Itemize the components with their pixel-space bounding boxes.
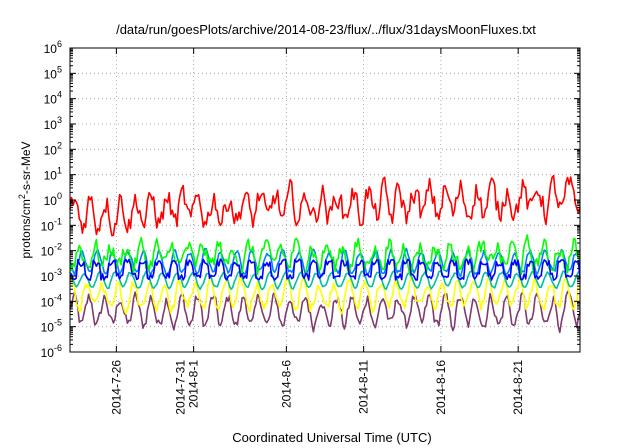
- y-axis-label: protons/cm2-s-sr-MeV: [17, 141, 33, 258]
- chart-title: /data/run/goesPlots/archive/2014-08-23/f…: [116, 22, 536, 37]
- x-tick-label: 2014-8-1: [187, 360, 201, 408]
- y-tick-label: 102: [44, 140, 62, 157]
- x-tick-label: 2014-8-6: [279, 360, 293, 408]
- x-tick-label: 2014-7-31: [174, 360, 188, 415]
- y-tick-label: 10-5: [41, 318, 62, 335]
- series-line: [69, 274, 581, 315]
- y-tick-label: 101: [44, 166, 62, 183]
- ticks: 10-6 10-5 10-4 10-3 10-2 10-1 100 101 102 103 104 1…: [41, 39, 580, 415]
- y-tick-label: 10-2: [41, 242, 62, 259]
- y-tick-label: 104: [44, 90, 62, 107]
- series-line: [69, 234, 581, 280]
- y-tick-label: 106: [44, 39, 62, 56]
- x-axis-label: Coordinated Universal Time (UTC): [232, 430, 431, 445]
- series-line: [69, 174, 581, 237]
- x-tick-label: 2014-8-21: [511, 360, 525, 415]
- y-tick-label: 10-1: [41, 216, 62, 233]
- y-tick-label: 10-6: [41, 343, 62, 360]
- x-tick-label: 2014-8-11: [357, 360, 371, 414]
- series-line: [69, 258, 581, 281]
- series-group: [69, 174, 581, 334]
- y-tick-label: 100: [44, 191, 62, 208]
- y-tick-label: 10-4: [41, 292, 62, 309]
- series-line: [69, 290, 581, 334]
- series-line: [69, 270, 580, 291]
- x-tick-label: 2014-8-16: [434, 360, 448, 415]
- y-tick-label: 10-3: [41, 267, 62, 284]
- y-tick-label: 103: [44, 115, 62, 132]
- x-tick-label: 2014-7-26: [109, 360, 123, 415]
- y-tick-label: 105: [44, 64, 62, 81]
